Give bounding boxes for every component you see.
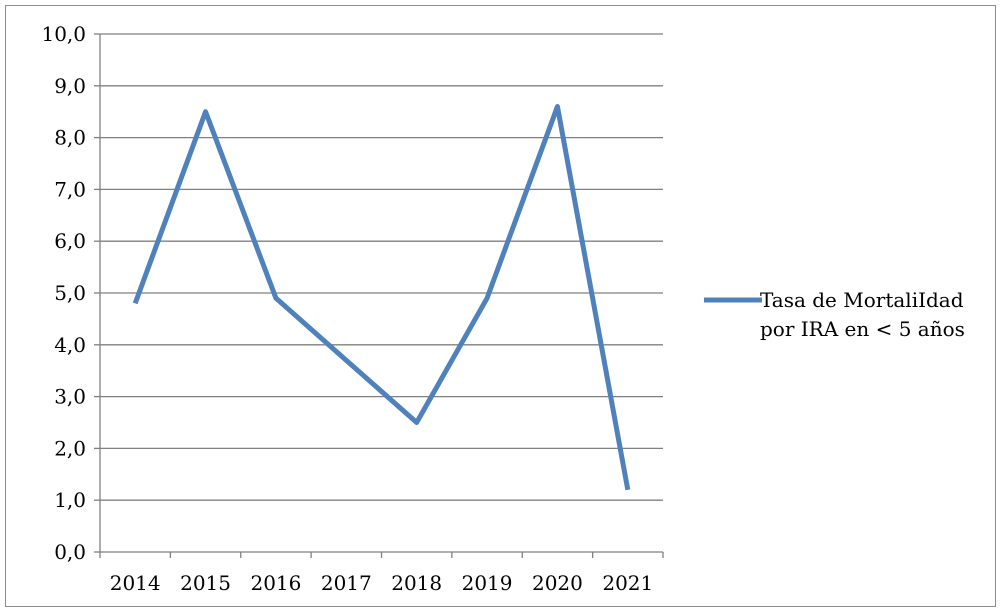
y-tick-label: 3,0 <box>54 385 86 409</box>
gridlines <box>100 33 663 501</box>
y-tick-label: 1,0 <box>54 488 86 512</box>
y-tick-label: 8,0 <box>54 126 86 150</box>
legend: Tasa de MortaliIdad por IRA en < 5 años <box>704 288 965 341</box>
y-tick-label: 10,0 <box>41 22 86 46</box>
x-tick-label: 2020 <box>532 571 583 595</box>
chart-frame: 0,0 1,0 2,0 3,0 4,0 5,0 6,0 7,0 8,0 9,0 10,0 2014 2… <box>5 5 996 607</box>
x-tick-label: 2017 <box>321 571 372 595</box>
x-tick-label: 2014 <box>110 571 161 595</box>
series-line <box>132 104 631 491</box>
line-chart: 0,01,02,03,04,05,06,07,08,09,010,0 2014 2… <box>41 22 965 595</box>
x-tick-label: 2021 <box>602 571 653 595</box>
y-tick-label: 4,0 <box>54 333 86 357</box>
legend-label: por IRA en < 5 años <box>760 317 965 341</box>
y-axis-tick-labels: 0,0 1,0 2,0 3,0 4,0 5,0 6,0 7,0 8,0 9,0 10,0 <box>41 22 86 564</box>
axes <box>94 33 664 558</box>
series-lines <box>132 104 631 491</box>
y-tick-label: 7,0 <box>54 177 86 201</box>
y-tick-label: 5,0 <box>54 281 86 305</box>
x-tick-label: 2018 <box>391 571 442 595</box>
y-tick-label: 6,0 <box>54 229 86 253</box>
y-tick-label: 9,0 <box>54 74 86 98</box>
x-tick-label: 2019 <box>462 571 513 595</box>
y-tick-label: 0,0 <box>54 540 86 564</box>
legend-label: Tasa de MortaliIdad <box>760 288 964 312</box>
x-tick-label: 2015 <box>180 571 231 595</box>
x-axis-tick-labels: 2014 2015 2016 2017 2018 2019 2020 2021 <box>110 571 654 595</box>
y-tick-label: 2,0 <box>54 436 86 460</box>
x-tick-label: 2016 <box>250 571 301 595</box>
